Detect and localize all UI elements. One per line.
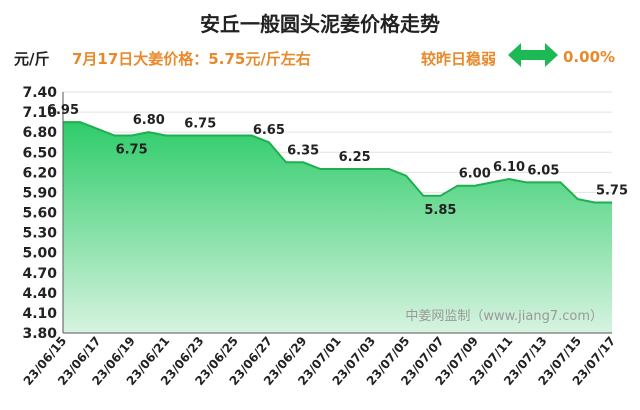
y-axis-ticks: 7.40 7.10 6.80 6.50 6.20 5.90 5.60 5.30 5.00 4.70…	[22, 85, 57, 342]
double-arrow-icon	[508, 42, 558, 72]
data-label: 6.80	[133, 113, 165, 128]
data-label: 6.95	[47, 103, 79, 118]
y-tick-label: 4.40	[22, 286, 57, 302]
data-label: 5.75	[596, 183, 628, 198]
x-axis-ticks: 23/06/1523/06/1723/06/1923/06/2123/06/23…	[21, 334, 619, 388]
y-tick-label: 3.80	[22, 326, 57, 342]
data-label: 5.85	[424, 203, 456, 218]
y-tick-label: 5.00	[22, 246, 57, 262]
y-tick-label: 5.30	[22, 226, 57, 242]
chart-title: 安丘一般圆头泥姜价格走势	[200, 12, 440, 36]
data-label: 6.75	[116, 143, 148, 158]
y-tick-label: 6.50	[22, 145, 57, 161]
y-tick-label: 7.10	[22, 105, 57, 121]
y-tick-label: 5.90	[22, 185, 57, 201]
data-label: 6.05	[527, 163, 559, 178]
price-area	[63, 122, 612, 333]
data-label: 6.00	[459, 167, 491, 182]
watermark: 中姜网监制（www.jiang7.com）	[405, 309, 603, 324]
unit-label: 元/斤	[14, 50, 50, 68]
axes	[62, 92, 612, 334]
data-label: 6.75	[184, 117, 216, 132]
data-label: 6.10	[493, 160, 525, 175]
y-tick-label: 4.10	[22, 306, 57, 322]
y-tick-label: 6.80	[22, 125, 57, 141]
price-summary: 7月17日大姜价格：5.75元/斤左右	[72, 50, 311, 68]
y-tick-label: 5.60	[22, 206, 57, 222]
price-line	[63, 121, 612, 204]
data-labels: 6.95 6.75 6.80 6.75 6.656.35 6.25 5.85 6.00 6.10…	[47, 103, 628, 218]
y-tick-label: 7.40	[22, 85, 57, 101]
data-label: 6.35	[287, 143, 319, 158]
compare-value: 0.00%	[563, 48, 616, 66]
data-label: 6.25	[339, 150, 371, 165]
data-label: 6.65	[253, 123, 285, 138]
y-tick-label: 6.20	[22, 165, 57, 181]
y-tick-label: 4.70	[22, 266, 57, 282]
compare-label: 较昨日稳弱	[421, 50, 497, 68]
